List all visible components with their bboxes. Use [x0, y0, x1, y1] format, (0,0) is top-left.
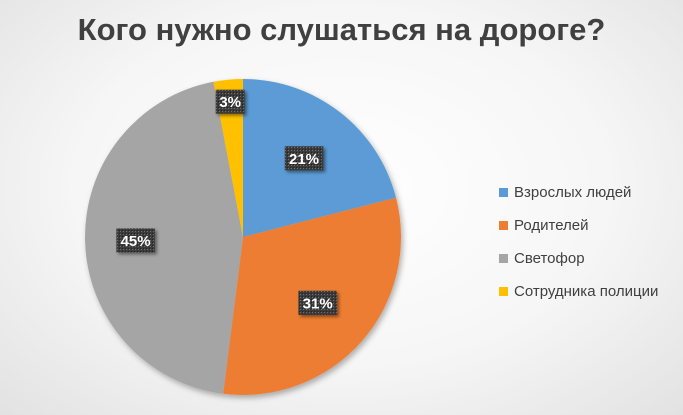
data-label-text: 31% — [303, 295, 333, 312]
data-label-text: 3% — [219, 94, 241, 111]
legend-label: Родителей — [514, 217, 589, 234]
legend-swatch — [499, 221, 508, 230]
legend-swatch — [499, 188, 508, 197]
data-label-box — [215, 89, 245, 114]
data-label: 3% — [215, 89, 245, 114]
data-label-text: 21% — [289, 151, 319, 168]
legend-item-adults: Взрослых людей — [499, 176, 658, 209]
chart-title: Кого нужно слушаться на дороге? — [77, 12, 606, 47]
data-label: 31% — [298, 290, 337, 315]
data-label-box — [298, 290, 337, 315]
pie-slice — [85, 81, 243, 394]
legend: Взрослых людей Родителей Светофор Сотруд… — [499, 176, 658, 308]
legend-item-police-officer: Сотрудника полиции — [499, 275, 658, 308]
data-label: 45% — [116, 228, 155, 253]
legend-swatch — [499, 254, 508, 263]
legend-label: Сотрудника полиции — [514, 283, 659, 300]
legend-label: Взрослых людей — [514, 184, 632, 201]
data-label-box — [284, 146, 324, 171]
data-label-text: 45% — [121, 233, 151, 250]
data-label-box — [116, 228, 155, 253]
pie-slice — [213, 79, 243, 237]
pie-data-labels: 21% 31% 45% 3% — [116, 89, 337, 315]
legend-item-parents: Родителей — [499, 209, 658, 242]
legend-label: Светофор — [514, 250, 585, 267]
legend-swatch — [499, 287, 508, 296]
data-label: 21% — [284, 146, 324, 171]
legend-item-traffic-light: Светофор — [499, 242, 658, 275]
